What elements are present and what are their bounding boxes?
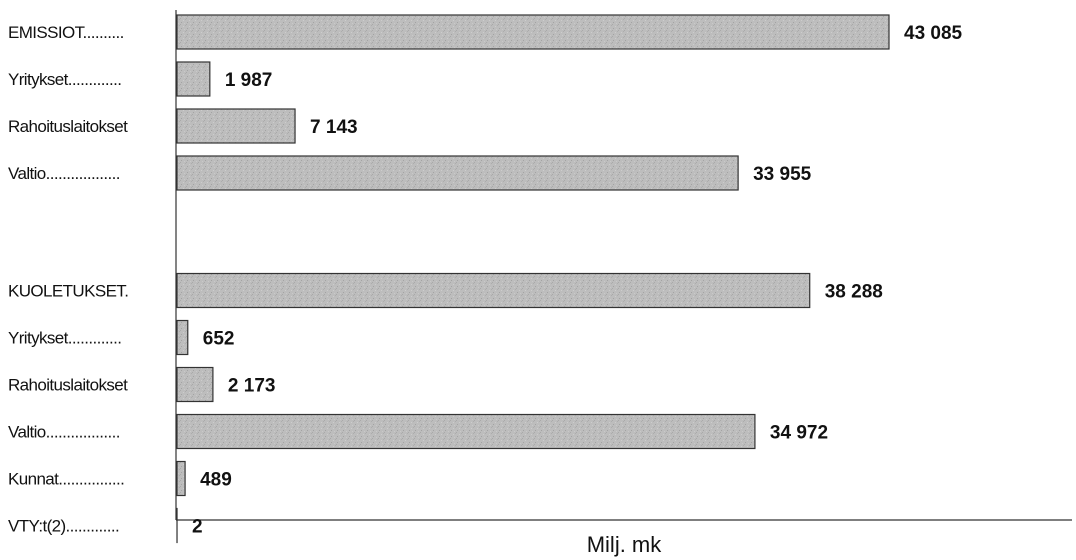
category-label-g1-3: Valtio.................. xyxy=(8,423,120,442)
bar-g0-3 xyxy=(176,155,739,191)
value-label-g0-1: 1 987 xyxy=(225,70,273,91)
value-label-g0-2: 7 143 xyxy=(310,117,358,138)
bar-g1-1 xyxy=(176,319,189,356)
category-label-g0-1: Yritykset............. xyxy=(8,70,121,89)
category-label-g1-0: KUOLETUKSET. xyxy=(8,282,128,301)
category-label-g0-0: EMISSIOT.......... xyxy=(8,23,124,42)
value-label-g1-3: 34 972 xyxy=(770,423,828,444)
chart-axes xyxy=(175,10,1072,521)
bar-g1-0 xyxy=(176,272,811,309)
x-axis-title: Milj. mk xyxy=(587,532,663,557)
bar-g1-4 xyxy=(176,460,186,497)
category-label-g1-4: Kunnat................ xyxy=(8,470,124,489)
category-labels-layer: EMISSIOT.......... Yritykset.............… xyxy=(8,23,129,536)
category-label-g0-3: Valtio.................. xyxy=(8,164,120,183)
bar-g0-2 xyxy=(176,108,296,144)
value-label-g1-5: 2 xyxy=(192,517,203,538)
value-label-g1-2: 2 173 xyxy=(228,376,276,397)
category-label-g1-5: VTY:t(2)............. xyxy=(8,517,119,536)
bars-layer xyxy=(176,14,890,544)
value-label-g0-3: 33 955 xyxy=(753,164,812,185)
value-label-g1-0: 38 288 xyxy=(825,282,883,303)
value-labels-layer: 43 085 1 987 7 143 33 955 38 288 652 2 173 34 9… xyxy=(192,23,963,538)
bar-g1-2 xyxy=(176,366,214,403)
bar-g0-1 xyxy=(176,61,211,97)
value-label-g0-0: 43 085 xyxy=(904,23,963,44)
bar-g0-0 xyxy=(176,14,890,50)
category-label-g0-2: Rahoituslaitokset xyxy=(8,117,128,136)
bar-g1-3 xyxy=(176,413,756,450)
category-label-g1-1: Yritykset............. xyxy=(8,329,121,348)
category-label-g1-2: Rahoituslaitokset xyxy=(8,376,128,395)
value-label-g1-4: 489 xyxy=(200,470,232,491)
value-label-g1-1: 652 xyxy=(203,329,235,350)
